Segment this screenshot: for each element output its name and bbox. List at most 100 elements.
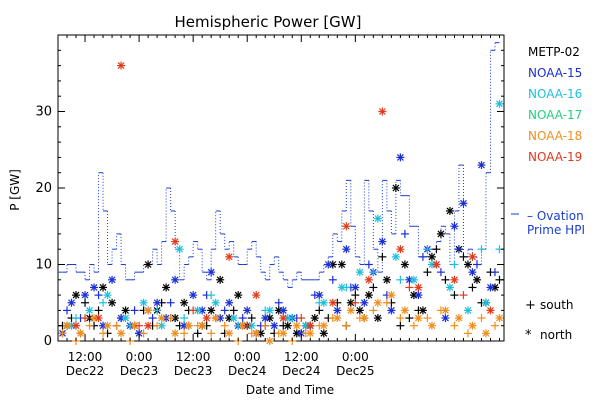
north-point-marker bbox=[211, 298, 220, 307]
marker-stroke bbox=[104, 322, 111, 330]
marker-stroke bbox=[158, 322, 166, 330]
north-point-marker bbox=[351, 283, 360, 292]
north-point-marker bbox=[108, 298, 117, 307]
marker-stroke bbox=[392, 253, 400, 261]
north-point-marker bbox=[481, 298, 490, 307]
south-point-marker bbox=[436, 268, 445, 277]
south-point-marker bbox=[180, 314, 189, 323]
north-point-marker bbox=[427, 252, 436, 261]
north-point-marker bbox=[346, 306, 355, 315]
marker-stroke bbox=[293, 322, 301, 330]
north-point-marker bbox=[319, 321, 328, 330]
north-point-marker bbox=[468, 268, 477, 277]
marker-stroke bbox=[455, 314, 463, 322]
marker-stroke bbox=[414, 284, 422, 291]
x-tick-time-label: 0:00 bbox=[342, 350, 369, 364]
legend-entry: NOAA-16 bbox=[528, 87, 582, 101]
north-point-marker bbox=[409, 275, 418, 284]
ovation-line-layer bbox=[58, 42, 500, 288]
marker-stroke bbox=[482, 299, 490, 307]
south-point-marker bbox=[382, 298, 391, 307]
north-point-marker bbox=[130, 321, 139, 330]
marker-stroke bbox=[478, 161, 485, 169]
north-point-marker bbox=[279, 306, 288, 315]
north-point-marker bbox=[67, 298, 76, 307]
north-point-marker bbox=[472, 275, 481, 284]
south-point-marker bbox=[423, 268, 432, 277]
marker-stroke bbox=[347, 299, 355, 307]
marker-stroke bbox=[176, 245, 184, 253]
north-point-marker bbox=[468, 252, 477, 261]
marker-stroke bbox=[207, 268, 215, 276]
marker-legend-label: north bbox=[540, 328, 572, 342]
north-point-marker bbox=[144, 321, 153, 330]
north-point-marker bbox=[378, 107, 387, 116]
marker-stroke bbox=[487, 284, 494, 291]
south-point-marker bbox=[207, 329, 216, 338]
marker-stroke bbox=[482, 329, 490, 337]
marker-legend-label: south bbox=[540, 298, 574, 312]
marker-stroke bbox=[225, 253, 233, 261]
south-point-marker bbox=[315, 306, 324, 315]
marker-stroke bbox=[442, 306, 449, 314]
north-point-marker bbox=[265, 306, 274, 315]
north-point-marker bbox=[373, 214, 382, 223]
south-point-marker bbox=[328, 275, 337, 284]
north-point-marker bbox=[225, 252, 234, 261]
marker-stroke bbox=[212, 299, 220, 307]
marker-stroke bbox=[383, 276, 391, 284]
marker-stroke bbox=[338, 284, 346, 291]
south-point-marker bbox=[180, 329, 189, 338]
marker-stroke bbox=[374, 215, 382, 223]
marker-stroke bbox=[108, 276, 116, 284]
marker-stroke bbox=[117, 329, 125, 337]
south-point-marker bbox=[369, 306, 378, 315]
north-point-marker bbox=[252, 329, 261, 338]
marker-stroke bbox=[225, 299, 233, 307]
north-point-marker bbox=[450, 222, 459, 231]
south-point-marker bbox=[81, 298, 90, 307]
marker-stroke bbox=[135, 329, 143, 337]
north-point-marker bbox=[414, 291, 423, 300]
north-point-marker bbox=[153, 298, 162, 307]
south-point-marker bbox=[274, 298, 283, 307]
x-tick-time-label: 0:00 bbox=[234, 350, 261, 364]
south-point-marker bbox=[490, 321, 499, 330]
marker-stroke bbox=[243, 306, 251, 314]
x-axis-label: Date and Time bbox=[246, 383, 334, 397]
south-point-marker bbox=[63, 306, 72, 315]
marker-stroke bbox=[162, 284, 170, 291]
marker-stroke bbox=[360, 314, 368, 322]
south-point-marker bbox=[423, 245, 432, 254]
south-point-marker bbox=[220, 306, 229, 315]
marker-stroke bbox=[207, 306, 215, 314]
legend-entry: NOAA-19 bbox=[528, 150, 582, 164]
south-point-marker bbox=[99, 298, 108, 307]
marker-stroke bbox=[496, 314, 503, 322]
marker-stroke bbox=[311, 314, 319, 322]
marker-stroke bbox=[270, 322, 278, 330]
south-point-marker bbox=[220, 321, 229, 330]
north-point-marker bbox=[108, 275, 117, 284]
north-point-marker bbox=[171, 275, 180, 284]
data-points-layer bbox=[58, 61, 504, 345]
north-point-marker bbox=[495, 99, 504, 108]
north-point-marker bbox=[414, 283, 423, 292]
marker-stroke bbox=[401, 306, 409, 314]
north-point-marker bbox=[117, 61, 126, 70]
north-point-marker bbox=[81, 291, 90, 300]
north-point-marker bbox=[391, 184, 400, 192]
south-point-marker bbox=[342, 321, 351, 330]
north-point-marker bbox=[85, 306, 94, 315]
marker-stroke bbox=[315, 291, 323, 299]
north-point-marker bbox=[324, 260, 333, 269]
north-point-marker bbox=[207, 268, 216, 277]
marker-stroke bbox=[122, 314, 130, 322]
marker-stroke bbox=[473, 276, 481, 284]
marker-stroke bbox=[360, 299, 368, 307]
marker-stroke bbox=[261, 314, 269, 322]
marker-stroke bbox=[464, 306, 472, 314]
south-point-marker bbox=[261, 321, 270, 330]
marker-stroke bbox=[469, 268, 476, 276]
north-point-marker bbox=[432, 260, 441, 269]
